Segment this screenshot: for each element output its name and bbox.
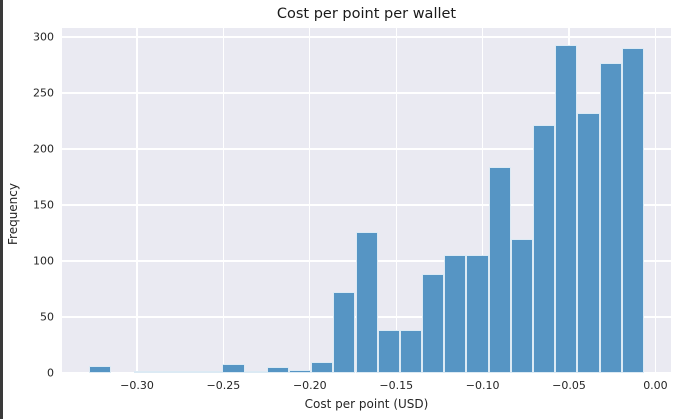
x-gridline	[136, 28, 138, 373]
histogram-bar	[422, 274, 445, 373]
x-gridline	[395, 28, 397, 373]
histogram-bar	[355, 231, 378, 373]
histogram-bar	[288, 369, 312, 373]
histogram-bar	[599, 62, 622, 373]
histogram-bar	[377, 330, 400, 373]
x-tick-label: −0.05	[552, 379, 586, 392]
x-tick-label: 0.00	[643, 379, 668, 392]
x-tick-label: −0.10	[465, 379, 500, 392]
x-gridline	[482, 28, 484, 373]
x-gridline	[654, 28, 657, 373]
x-tick-label: −0.20	[292, 379, 327, 392]
histogram-bar	[533, 125, 556, 373]
histogram-bar	[444, 255, 467, 373]
y-tick-label: 50	[40, 310, 54, 324]
y-tick-label: 250	[33, 86, 54, 100]
histogram-bar	[133, 371, 156, 373]
histogram-bar	[200, 370, 223, 373]
y-tick-label: 0	[47, 366, 54, 380]
y-gridline	[62, 204, 671, 206]
chart-title: Cost per point per wallet	[276, 6, 457, 22]
x-gridline	[222, 28, 224, 373]
window-left-border	[0, 0, 3, 419]
histogram-bar	[577, 113, 600, 373]
histogram-bar	[555, 44, 578, 373]
y-tick-label: 150	[33, 198, 54, 212]
x-tick-label: −0.30	[120, 379, 154, 392]
histogram-bar	[333, 292, 356, 373]
histogram-bar	[399, 330, 423, 373]
y-gridline	[62, 36, 671, 38]
histogram-bar	[466, 255, 489, 373]
x-gridline	[309, 28, 311, 373]
histogram-bar	[222, 364, 245, 373]
y-gridline	[62, 92, 671, 94]
histogram-bar	[89, 366, 112, 373]
x-tick-label: −0.25	[206, 379, 241, 392]
y-tick-label: 300	[33, 30, 54, 44]
histogram-bar	[266, 367, 289, 373]
histogram-bar	[621, 48, 645, 373]
x-axis-label: Cost per point (USD)	[304, 397, 429, 411]
y-gridline	[62, 148, 671, 150]
x-tick-label: −0.15	[379, 379, 414, 392]
y-tick-label: 200	[33, 142, 54, 156]
histogram-bar	[510, 238, 534, 373]
y-axis-label: Frequency	[6, 183, 20, 245]
plot-area	[62, 28, 671, 374]
histogram-bar	[155, 371, 178, 373]
histogram-bar	[244, 371, 267, 373]
histogram-bar	[177, 371, 201, 373]
histogram-bar	[311, 361, 334, 373]
histogram-bar	[488, 166, 511, 373]
y-tick-label: 100	[33, 254, 54, 268]
